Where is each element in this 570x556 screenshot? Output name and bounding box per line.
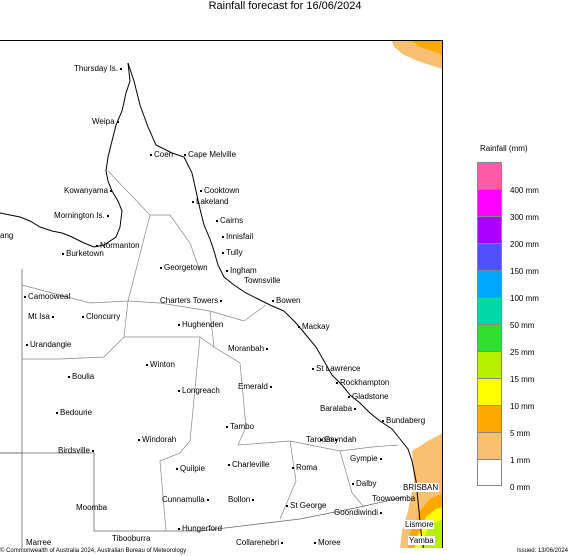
town-coen: Coen <box>148 150 173 159</box>
town-urandangie: Urandangie <box>24 340 71 349</box>
town-ang: ang <box>0 231 14 240</box>
town-cairns: Cairns <box>214 216 243 225</box>
legend-swatch <box>477 297 502 324</box>
town-roma: Roma <box>290 463 317 472</box>
town-windorah: Windorah <box>136 435 176 444</box>
town-brisbane: BRISBAN <box>402 483 440 492</box>
legend-swatch <box>477 189 502 216</box>
town-innisfail: Innisfail <box>220 232 253 241</box>
town-mt-isa: Mt Isa <box>28 312 56 321</box>
town-winton: Winton <box>144 360 175 369</box>
town-thursday-island: Thursday Is. <box>74 64 124 73</box>
legend-label: 25 mm <box>510 348 535 357</box>
town-mornington-island: Mornington Is. <box>54 211 111 220</box>
town-rockhampton: Rockhampton <box>334 378 389 387</box>
town-lakeland: Lakeland <box>190 197 228 206</box>
town-dalby: Dalby <box>350 479 376 488</box>
town-collarenebri: Collarenebri <box>236 538 285 547</box>
town-cunnamulla: Cunnamulla <box>162 495 211 504</box>
legend-label: 1 mm <box>510 456 530 465</box>
legend-swatch <box>477 459 502 486</box>
town-hughenden: Hughenden <box>176 320 223 329</box>
legend-swatch <box>477 405 502 432</box>
border-qld-sa-nsw <box>0 452 405 532</box>
legend-label: 200 mm <box>510 240 539 249</box>
town-birdsville: Birdsville <box>58 446 96 455</box>
town-gladstone: Gladstone <box>346 392 388 401</box>
legend-swatch <box>477 270 502 297</box>
town-georgetown: Georgetown <box>158 263 208 272</box>
legend-swatch <box>477 378 502 405</box>
town-charters-towers: Charters Towers <box>160 296 224 305</box>
town-cape-melville: Cape Melville <box>182 150 236 159</box>
town-longreach: Longreach <box>176 386 220 395</box>
town-hungerford: Hungerford <box>176 524 222 533</box>
town-cloncurry: Cloncurry <box>80 312 120 321</box>
town-emerald: Emerald <box>238 382 274 391</box>
legend-label: 150 mm <box>510 267 539 276</box>
legend-label: 50 mm <box>510 321 535 330</box>
coastline-east <box>127 62 425 548</box>
town-gympie: Gympie <box>350 454 384 463</box>
town-tully: Tully <box>220 248 243 257</box>
town-tambo: Tambo <box>224 422 254 431</box>
town-kowanyama: Kowanyama <box>64 186 114 195</box>
legend-label: 5 mm <box>510 429 530 438</box>
town-townsville: Townsville <box>244 276 281 285</box>
legend-swatch <box>477 216 502 243</box>
town-tibooburra: Tibooburra <box>112 534 151 543</box>
legend-label: 300 mm <box>510 213 539 222</box>
town-moranbah: Moranbah <box>228 344 270 353</box>
town-camooweal: Camooweal <box>22 292 70 301</box>
town-moree: Moree <box>312 538 341 547</box>
map-title: Rainfall forecast for 16/06/2024 <box>208 0 362 12</box>
town-boulia: Boulia <box>66 372 94 381</box>
town-normanton: Normanton <box>94 241 140 250</box>
town-bowen: Bowen <box>270 296 300 305</box>
town-bundaberg: Bundaberg <box>380 416 425 425</box>
legend-swatch <box>477 324 502 351</box>
legend-label: 100 mm <box>510 294 539 303</box>
town-st-george: St George <box>284 501 326 510</box>
rainfall-legend <box>477 162 502 486</box>
town-cooktown: Cooktown <box>198 186 240 195</box>
town-moomba: Moomba <box>76 503 108 512</box>
town-goondiwindi: Goondiwindi <box>334 508 384 517</box>
town-yamba: Yamba <box>408 536 435 545</box>
town-mackay: Mackay <box>296 322 330 331</box>
town-gayndah: Gayndah <box>318 435 356 444</box>
town-quilpie: Quilpie <box>174 464 205 473</box>
map-canvas <box>0 41 442 548</box>
legend-swatch <box>477 243 502 270</box>
town-marree: Marree <box>26 538 52 547</box>
town-baralaba: Baralaba <box>320 404 358 413</box>
legend-label: 0 mm <box>510 483 530 492</box>
rainfall-map[interactable] <box>0 40 443 548</box>
issued-date: Issued: 13/06/2024 <box>516 548 568 554</box>
town-bollon: Bollon <box>228 495 256 504</box>
legend-swatch <box>477 432 502 459</box>
district-boundaries <box>21 170 399 532</box>
town-lismore: Lismore <box>404 520 435 529</box>
town-ingham: Ingham <box>224 266 257 275</box>
town-toowoomba: Toowoomba <box>372 494 416 503</box>
town-bedourie: Bedourie <box>54 408 92 417</box>
copyright-text: © Commonwealth of Australia 2024, Austra… <box>0 548 187 554</box>
town-charleville: Charleville <box>226 460 269 469</box>
legend-label: 400 mm <box>510 186 539 195</box>
legend-label: 10 mm <box>510 402 535 411</box>
rain-area-5mm-top <box>412 41 442 55</box>
town-st-lawrence: St Lawrence <box>310 364 360 373</box>
town-burketown: Burketown <box>60 249 104 258</box>
legend-label: 15 mm <box>510 375 535 384</box>
town-taroom: Taroom <box>306 435 339 444</box>
legend-title: Rainfall (mm) <box>480 144 528 153</box>
legend-swatch <box>477 351 502 378</box>
legend-swatch <box>477 162 502 189</box>
town-weipa: Weipa <box>92 117 121 126</box>
